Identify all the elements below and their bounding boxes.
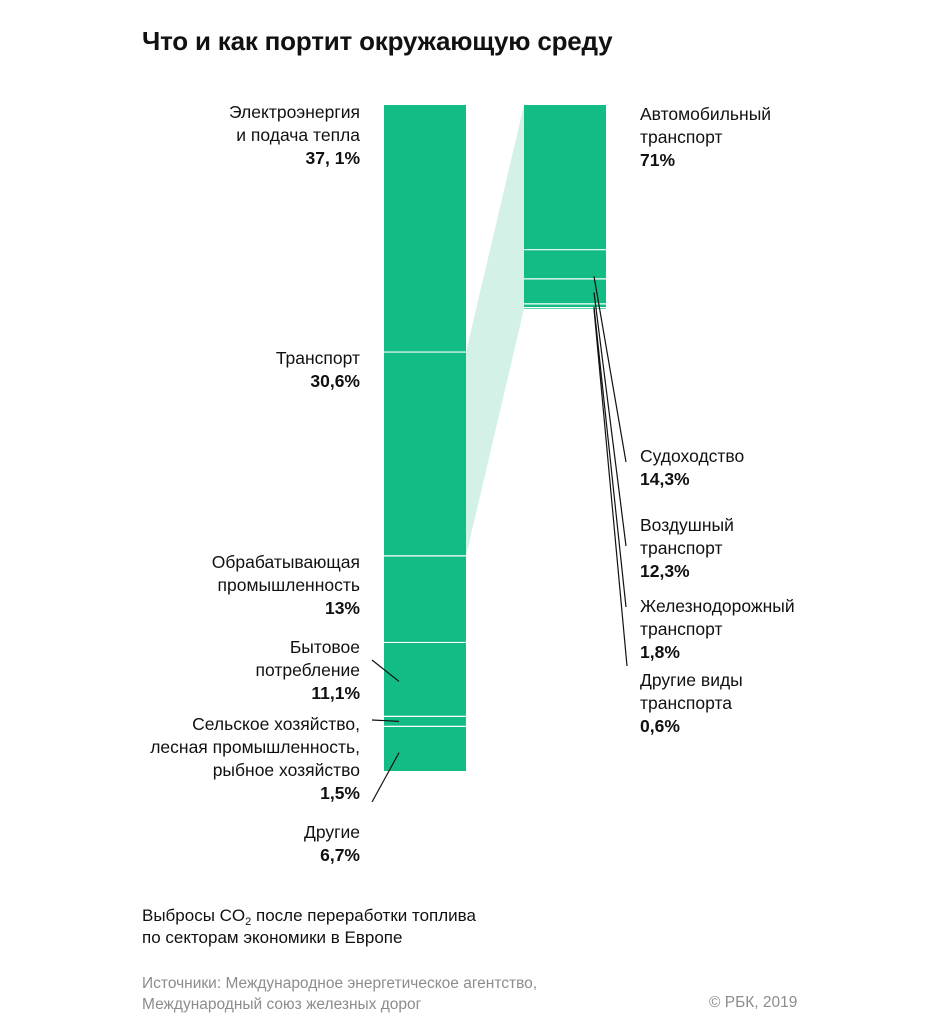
label-aviation-line: транспорт <box>640 538 722 558</box>
label-aviation-line: Воздушный <box>640 515 734 535</box>
label-transport-line: Транспорт <box>276 348 360 368</box>
transport-bar-segment-5 <box>524 307 606 309</box>
footnote-line-2: по секторам экономики в Европе <box>142 928 403 947</box>
leader-shipping <box>593 276 627 463</box>
label-household-line: потребление <box>256 660 360 680</box>
label-agriculture-value: 1,5% <box>320 783 360 803</box>
label-household-value: 11,1% <box>311 683 360 703</box>
bar-segment-sector-6 <box>384 726 466 771</box>
label-road-transport: Автомобильный транспорт 71% <box>640 104 771 170</box>
label-household-line: Бытовое <box>290 637 360 657</box>
label-electricity-line: и подача тепла <box>236 125 360 145</box>
label-rail: Железнодорожный транспорт 1,8% <box>640 596 795 662</box>
label-household: Бытовое потребление 11,1% <box>256 637 361 703</box>
label-other-transport-value: 0,6% <box>640 716 680 736</box>
label-agriculture-line: лесная промышленность, <box>150 737 360 757</box>
label-road-transport-line: Автомобильный <box>640 104 771 124</box>
label-road-transport-value: 71% <box>640 150 675 170</box>
bar-segment-sector-4 <box>384 642 466 717</box>
label-other-transport: Другие виды транспорта 0,6% <box>640 670 743 736</box>
bar-segment-sector-2 <box>384 352 466 556</box>
copyright: © РБК, 2019 <box>709 994 798 1011</box>
label-electricity-line: Электроэнергия <box>229 102 360 122</box>
label-shipping: Судоходство 14,3% <box>640 446 744 489</box>
leader-other <box>371 752 400 803</box>
label-rail-line: Железнодорожный <box>640 596 795 616</box>
label-electricity: Электроэнергия и подача тепла 37, 1% <box>229 102 360 168</box>
label-other-line: Другие <box>304 822 360 842</box>
label-electricity-value: 37, 1% <box>306 148 361 168</box>
label-shipping-line: Судоходство <box>640 446 744 466</box>
bar-segment-sector-5 <box>384 716 466 727</box>
sources-note: Источники: Международное энергетическое … <box>142 973 537 1015</box>
bar-segment-sector-1 <box>384 105 466 353</box>
transport-bar-segment-3 <box>524 278 606 304</box>
label-aviation: Воздушный транспорт 12,3% <box>640 515 734 581</box>
label-rail-line: транспорт <box>640 619 722 639</box>
bar-segment-sector-3 <box>384 555 466 643</box>
breakdown-connector <box>466 105 524 556</box>
label-other: Другие 6,7% <box>304 822 360 865</box>
label-agriculture: Сельское хозяйство, лесная промышленность… <box>150 714 360 803</box>
label-rail-value: 1,8% <box>640 642 680 662</box>
sources-line-2: Международный союз железных дорог <box>142 996 422 1013</box>
label-road-transport-line: транспорт <box>640 127 722 147</box>
leader-aviation <box>593 292 627 547</box>
label-shipping-value: 14,3% <box>640 469 690 489</box>
sources-line-1: Источники: Международное энергетическое … <box>142 975 538 992</box>
label-other-transport-line: транспорта <box>640 693 732 713</box>
label-agriculture-line: рыбное хозяйство <box>213 760 360 780</box>
label-manufacturing-line: промышленность <box>218 575 360 595</box>
label-manufacturing-line: Обрабатывающая <box>212 552 360 572</box>
label-transport: Транспорт 30,6% <box>276 348 361 391</box>
footnote-line-1: Выбросы CO2 после переработки топлива <box>142 906 476 928</box>
chart-footnote: Выбросы CO2 после переработки топлива по… <box>142 905 476 949</box>
transport-bar-segment-1 <box>524 105 606 250</box>
label-transport-value: 30,6% <box>310 371 360 391</box>
label-agriculture-line: Сельское хозяйство, <box>192 714 360 734</box>
chart-title: Что и как портит окружающую среду <box>142 26 613 56</box>
label-manufacturing: Обрабатывающая промышленность 13% <box>212 552 361 618</box>
transport-bar-segment-4 <box>524 303 606 308</box>
label-other-transport-line: Другие виды <box>640 670 743 690</box>
label-aviation-value: 12,3% <box>640 561 690 581</box>
label-other-value: 6,7% <box>320 845 360 865</box>
leader-other-transport <box>593 309 628 667</box>
transport-bar-segment-2 <box>524 249 606 279</box>
leader-household <box>371 659 400 682</box>
label-manufacturing-value: 13% <box>325 598 360 618</box>
leader-agriculture <box>371 719 400 722</box>
leader-rail <box>593 306 627 608</box>
